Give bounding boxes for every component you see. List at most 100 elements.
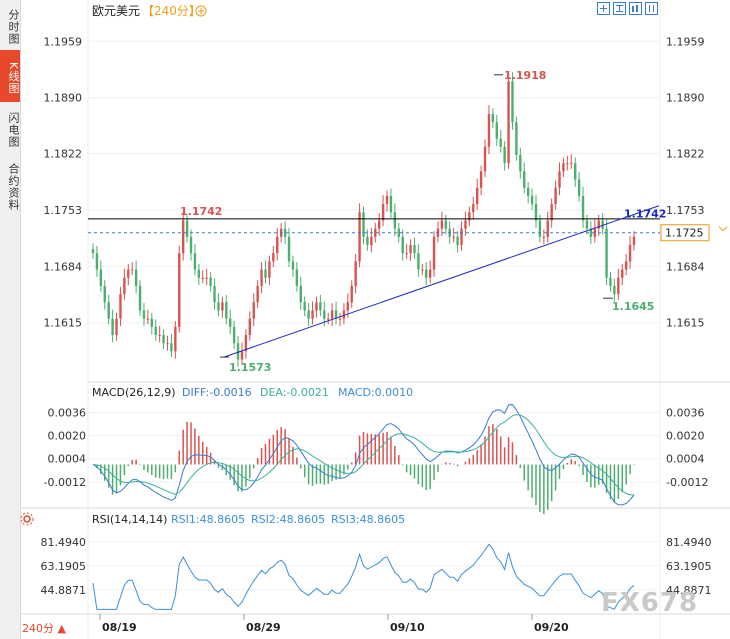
macd-y-tick-label: 0.0036 xyxy=(48,406,87,419)
candle-body xyxy=(589,228,593,237)
period-label[interactable]: 【240分】 xyxy=(142,4,201,18)
candle-body xyxy=(115,318,118,335)
candle-body xyxy=(597,220,600,229)
candle-body xyxy=(193,253,197,270)
candle-body xyxy=(558,171,561,188)
candle-body xyxy=(91,249,95,254)
chart-type-icon[interactable] xyxy=(629,2,642,15)
candle-body xyxy=(209,277,212,286)
y-tick-label: 1.1890 xyxy=(44,92,83,105)
candle-body xyxy=(385,195,389,205)
x-ticks: 08/19 08/29 09/10 09/20 xyxy=(99,614,569,634)
candle-body xyxy=(405,253,408,255)
rsi-y-tick-label: 44.8871 xyxy=(41,584,87,597)
period-selector-label: 240分 xyxy=(22,622,54,635)
candle-body xyxy=(542,236,546,238)
watermark-logo: FX678 xyxy=(601,588,699,618)
candle-body xyxy=(134,269,138,286)
tab-contract-info[interactable]: 合约资料 xyxy=(7,163,20,211)
rsi3-legend: RSI3:48.8605 xyxy=(331,513,405,526)
candle-body xyxy=(605,228,608,278)
y-tick-label-right: 1.1959 xyxy=(666,35,705,48)
candle-body xyxy=(425,269,428,278)
macd-grid xyxy=(88,411,660,483)
candle-body xyxy=(225,302,228,319)
macd-y-tick-label-right: -0.0012 xyxy=(666,476,708,489)
settings-icon[interactable] xyxy=(20,512,34,526)
period-selector[interactable]: 240分 ▲ xyxy=(22,620,66,636)
candle-body xyxy=(201,277,204,279)
rsi-y-tick-label-right: 63.1905 xyxy=(666,560,712,573)
candle-body xyxy=(174,326,177,352)
candle-body xyxy=(440,220,444,229)
candle-body xyxy=(107,302,110,319)
candle-body xyxy=(185,220,189,237)
candle-body xyxy=(272,253,275,262)
high-label: 1.1918 xyxy=(504,69,546,82)
candle-body xyxy=(483,146,487,172)
rsi-lines xyxy=(92,543,635,610)
candle-body xyxy=(287,236,291,262)
current-price-box xyxy=(660,224,710,242)
scroll-icon[interactable] xyxy=(645,2,658,15)
candle-body xyxy=(229,318,232,327)
candle-body xyxy=(460,228,463,245)
candle-body xyxy=(456,236,459,245)
x-tick-label: 08/19 xyxy=(102,621,137,634)
candle-body xyxy=(178,253,181,327)
candle-body xyxy=(197,269,201,278)
macd-value-legend: MACD:0.0010 xyxy=(338,386,413,399)
rsi-y-tick-label: 81.4940 xyxy=(41,536,87,549)
candle-body xyxy=(472,204,475,213)
macd-y-tick-label-right: 0.0004 xyxy=(666,453,705,466)
tab-timeshare[interactable]: 分时图 xyxy=(7,9,20,45)
candle-body xyxy=(585,220,589,229)
candle-body xyxy=(507,81,510,164)
candle-body xyxy=(299,285,302,303)
candle-body xyxy=(530,195,534,205)
candle-body xyxy=(632,236,636,245)
candle-body xyxy=(546,220,549,237)
candle-body xyxy=(217,302,220,311)
macd-y-tick-label-right: 0.0036 xyxy=(666,406,705,419)
y-tick-label-right: 1.1615 xyxy=(666,317,705,330)
rsi-title: RSI(14,14,14) xyxy=(92,513,167,526)
expand-icon[interactable] xyxy=(613,2,626,15)
candle-body xyxy=(111,318,114,335)
candle-body xyxy=(123,277,126,295)
rsi1-legend: RSI1:48.8605 xyxy=(171,513,245,526)
candle-body xyxy=(142,310,146,319)
candle-body xyxy=(566,163,569,165)
candle-body xyxy=(127,269,130,278)
x-tick-label: 08/29 xyxy=(246,621,281,634)
y-tick-label-right: 1.1753 xyxy=(666,204,705,217)
candle-body xyxy=(323,310,326,319)
candle-body xyxy=(327,318,330,320)
candle-body xyxy=(358,212,361,262)
plus-circle-icon[interactable] xyxy=(195,5,207,17)
candle-body xyxy=(307,310,310,319)
tab-flash-chart[interactable]: 闪电图 xyxy=(7,112,20,148)
candle-body xyxy=(628,245,632,262)
macd-y-tick-label-right: 0.0020 xyxy=(666,430,705,443)
diff-line xyxy=(92,404,635,506)
rsi-y-tick-label-right: 81.4940 xyxy=(666,536,712,549)
candle-body xyxy=(346,302,350,311)
candle-body xyxy=(232,326,236,344)
candle-body xyxy=(417,253,420,270)
candle-body xyxy=(362,212,365,237)
tab-kline[interactable]: K线图 xyxy=(0,50,20,102)
candle-body xyxy=(487,114,491,147)
macd-title: MACD(26,12,9) xyxy=(92,386,176,399)
candle-body xyxy=(381,204,385,221)
candle-body xyxy=(413,245,416,254)
candle-body xyxy=(554,187,557,205)
candle-body xyxy=(354,261,357,286)
candle-body xyxy=(213,285,216,303)
y-tick-label: 1.1959 xyxy=(44,35,83,48)
zoom-in-icon[interactable] xyxy=(597,2,610,15)
rsi-y-tick-label: 63.1905 xyxy=(41,560,87,573)
candle-body xyxy=(503,146,506,164)
y-tick-label-right: 1.1822 xyxy=(666,147,705,160)
